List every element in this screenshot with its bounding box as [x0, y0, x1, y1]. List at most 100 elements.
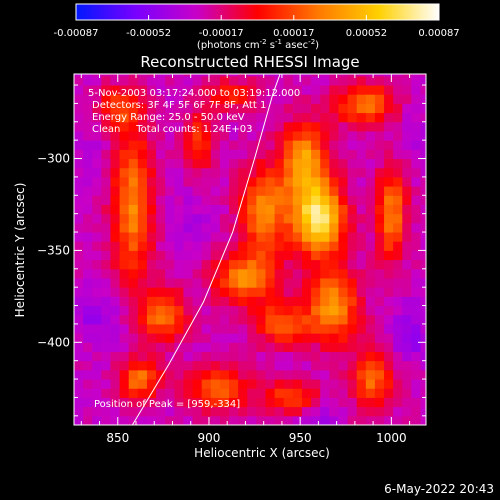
heatmap-cell	[274, 333, 285, 343]
heatmap-cell	[101, 287, 111, 297]
heatmap-cell	[137, 360, 148, 371]
heatmap-cell	[128, 406, 139, 417]
heatmap-cell	[283, 94, 294, 104]
heatmap-cell	[374, 222, 385, 233]
heatmap-cell	[137, 342, 148, 352]
heatmap-cell	[119, 296, 130, 307]
heatmap-cell	[402, 74, 412, 77]
heatmap-cell	[192, 314, 203, 325]
heatmap-cell	[137, 388, 148, 398]
heatmap-cell	[256, 351, 267, 362]
heatmap-cell	[238, 388, 248, 398]
heatmap-cell	[365, 323, 376, 334]
heatmap-cell	[110, 342, 121, 352]
heatmap-cell	[256, 379, 267, 389]
heatmap-cell	[156, 241, 166, 251]
heatmap-cell	[229, 277, 239, 288]
heatmap-cell	[274, 351, 285, 362]
heatmap-cell	[356, 112, 367, 123]
heatmap-cell	[229, 186, 239, 196]
annotation-detectors: Detectors: 3F 4F 5F 6F 7F 8F, Att 1	[92, 100, 266, 111]
heatmap-cell	[356, 305, 367, 316]
heatmap-cell	[174, 305, 184, 316]
heatmap-cell	[247, 74, 257, 77]
heatmap-cell	[219, 342, 230, 352]
heatmap-cell	[192, 277, 203, 288]
heatmap-cell	[402, 75, 412, 86]
heatmap-cell	[119, 222, 130, 233]
heatmap-cell	[411, 85, 422, 95]
heatmap-cell	[219, 379, 230, 389]
heatmap-cell	[201, 388, 212, 398]
heatmap-cell	[311, 323, 321, 334]
heatmap-cell	[301, 314, 312, 325]
heatmap-cell	[128, 415, 139, 425]
heatmap-cell	[183, 406, 194, 417]
heatmap-cell	[229, 149, 239, 160]
heatmap-cell	[256, 176, 267, 187]
heatmap-cell	[265, 103, 276, 114]
heatmap-cell	[165, 250, 175, 261]
heatmap-cell	[338, 121, 349, 132]
heatmap-cell	[165, 94, 175, 104]
heatmap-cell	[420, 121, 426, 132]
heatmap-cell	[83, 121, 93, 132]
heatmap-cell	[74, 360, 84, 371]
heatmap-cell	[110, 85, 121, 95]
colorbar-tick-label: -0.00087	[54, 28, 99, 39]
heatmap-cell	[174, 140, 184, 150]
heatmap-cell	[192, 222, 203, 233]
heatmap-cell	[192, 379, 203, 389]
heatmap-cell	[238, 222, 248, 233]
heatmap-cell	[384, 232, 394, 242]
heatmap-cell	[347, 342, 358, 352]
heatmap-cell	[292, 250, 303, 261]
heatmap-cell	[156, 369, 166, 380]
heatmap-cell	[146, 397, 157, 408]
heatmap-cell	[292, 85, 303, 95]
x-tick-label: 950	[289, 431, 312, 445]
heatmap-cell	[347, 232, 358, 242]
heatmap-cell	[137, 213, 148, 224]
heatmap-cell	[146, 222, 157, 233]
heatmap-cell	[420, 388, 426, 398]
heatmap-cell	[320, 415, 330, 425]
heatmap-cell	[192, 176, 203, 187]
heatmap-cell	[301, 277, 312, 288]
heatmap-cell	[137, 167, 148, 178]
heatmap-cell	[338, 268, 349, 279]
heatmap-cell	[402, 287, 412, 297]
heatmap-cell	[183, 241, 194, 251]
heatmap-cell	[156, 213, 166, 224]
heatmap-cell	[110, 222, 121, 233]
heatmap-cell	[74, 85, 84, 95]
heatmap-cell	[156, 130, 166, 141]
heatmap-cell	[146, 351, 157, 362]
heatmap-cell	[265, 232, 276, 242]
heatmap-cell	[320, 222, 330, 233]
heatmap-cell	[402, 140, 412, 150]
heatmap-cell	[210, 388, 221, 398]
heatmap-cell	[374, 406, 385, 417]
heatmap-cell	[137, 232, 148, 242]
heatmap-cell	[356, 360, 367, 371]
heatmap-cell	[210, 415, 221, 425]
heatmap-cell	[92, 195, 102, 205]
heatmap-cell	[247, 397, 257, 408]
heatmap-cell	[384, 222, 394, 233]
heatmap-cell	[393, 167, 403, 178]
heatmap-cell	[92, 415, 102, 425]
heatmap-cell	[320, 112, 330, 123]
heatmap-cell	[183, 103, 194, 114]
heatmap-cell	[238, 351, 248, 362]
heatmap-cell	[238, 140, 248, 150]
heatmap-cell	[165, 415, 175, 425]
heatmap-cell	[238, 103, 248, 114]
heatmap-cell	[265, 351, 276, 362]
heatmap-cell	[365, 342, 376, 352]
heatmap-cell	[201, 204, 212, 215]
heatmap-cell	[192, 296, 203, 307]
heatmap-cell	[110, 186, 121, 196]
heatmap-cell	[110, 74, 121, 77]
heatmap-cell	[110, 250, 121, 261]
